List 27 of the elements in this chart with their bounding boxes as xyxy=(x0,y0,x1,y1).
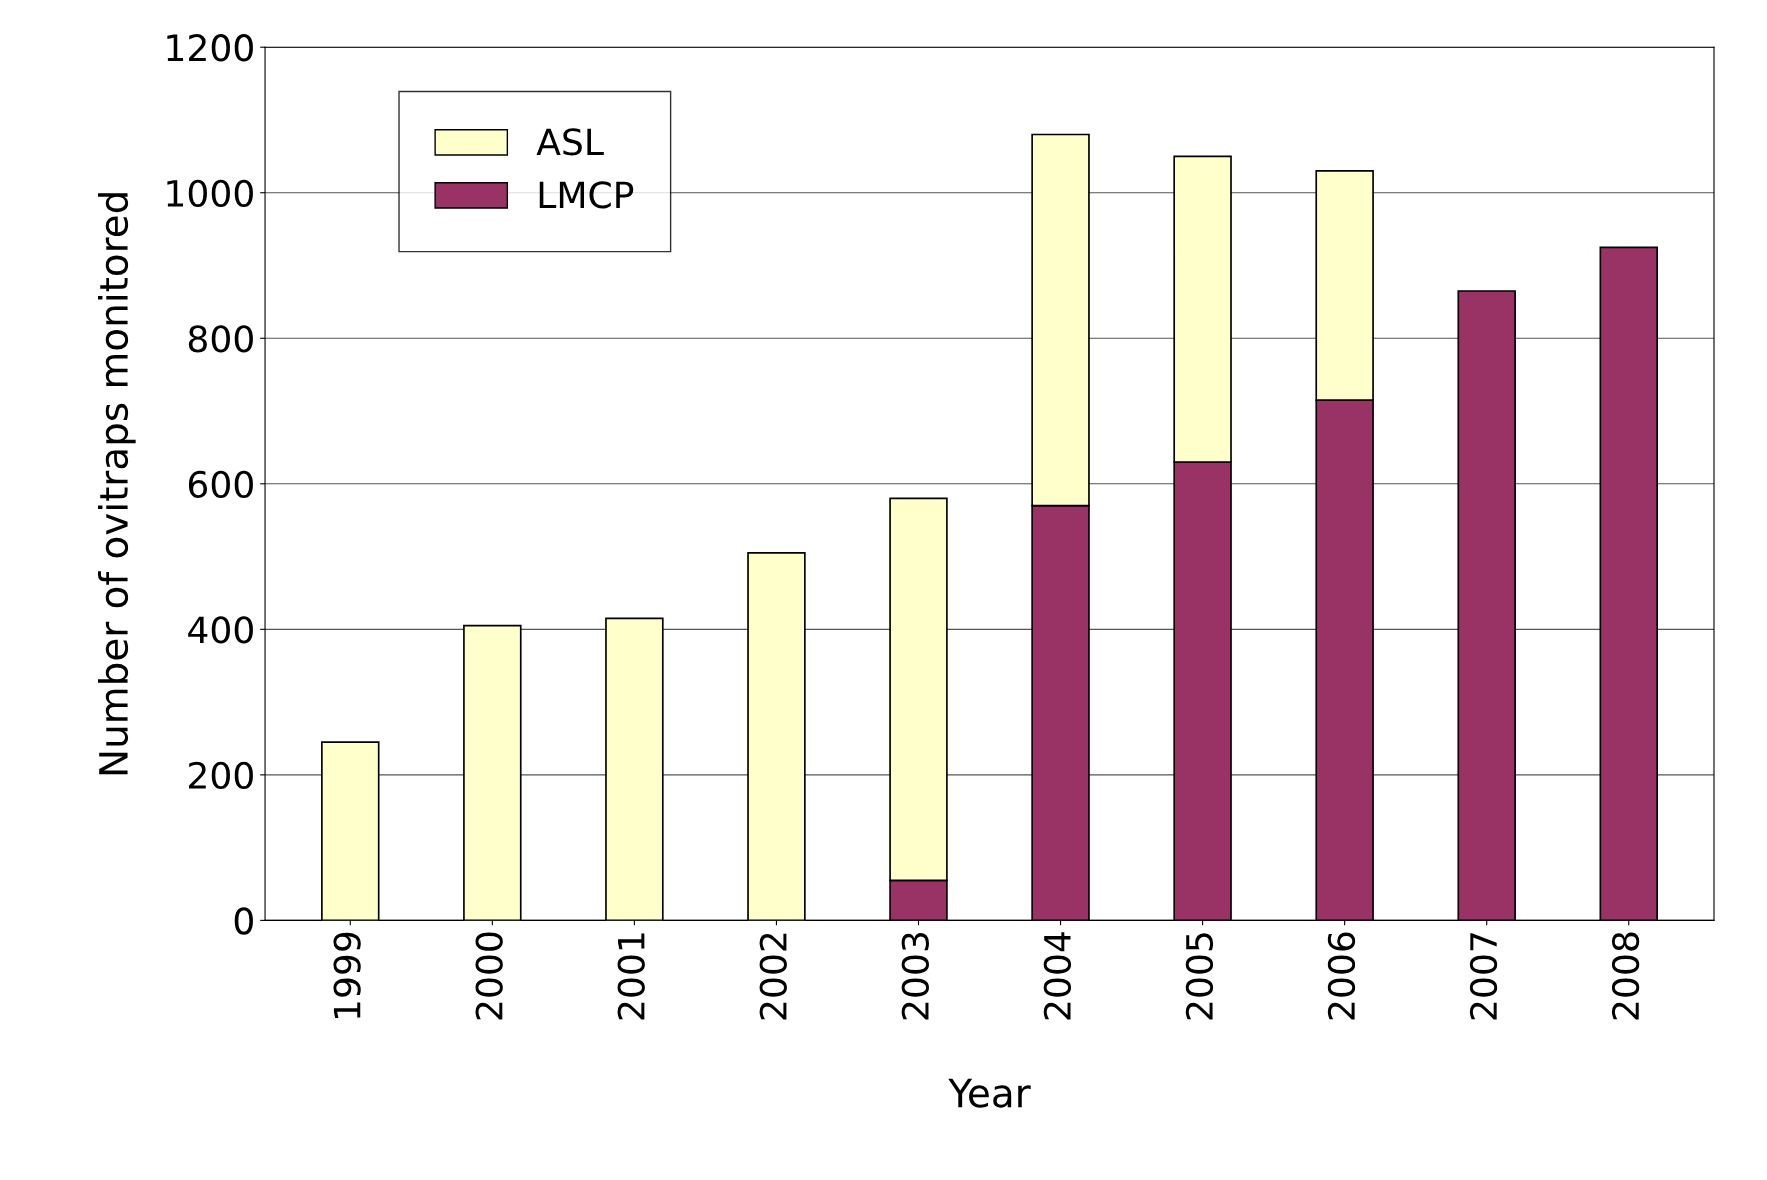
y-tick-label: 200 xyxy=(189,761,253,790)
y-tick-label: 600 xyxy=(188,470,253,499)
legend-label: LMCP xyxy=(539,181,634,209)
bar xyxy=(605,617,664,921)
x-axis-title: Year xyxy=(948,1078,1031,1108)
x-tick-label: 2003 xyxy=(901,933,929,1020)
x-tick-label: 2007 xyxy=(1469,933,1498,1020)
y-tick-label: 1200 xyxy=(167,34,253,62)
y-tick-label: 800 xyxy=(188,325,253,353)
y-tick-label: 0 xyxy=(234,907,253,935)
bar xyxy=(1599,246,1659,921)
x-tick-label: 1999 xyxy=(333,932,361,1019)
y-tick-label: 1000 xyxy=(167,179,253,207)
x-tick-label: 2005 xyxy=(1185,933,1214,1020)
y-tick-label: 400 xyxy=(188,616,253,644)
bar xyxy=(463,624,522,921)
bar xyxy=(321,741,380,921)
x-tick-label: 2004 xyxy=(1043,932,1072,1020)
x-tick-label: 2001 xyxy=(617,933,645,1020)
legend-label: ASL xyxy=(536,128,604,156)
x-tick-label: 2006 xyxy=(1327,932,1356,1020)
x-tick-label: 2008 xyxy=(1611,932,1640,1020)
bar xyxy=(1457,290,1516,921)
x-tick-label: 2002 xyxy=(759,933,787,1020)
x-tick-label: 2000 xyxy=(475,932,503,1020)
bar xyxy=(747,552,806,921)
y-axis-title: Number of ovitraps monitored xyxy=(98,193,136,775)
